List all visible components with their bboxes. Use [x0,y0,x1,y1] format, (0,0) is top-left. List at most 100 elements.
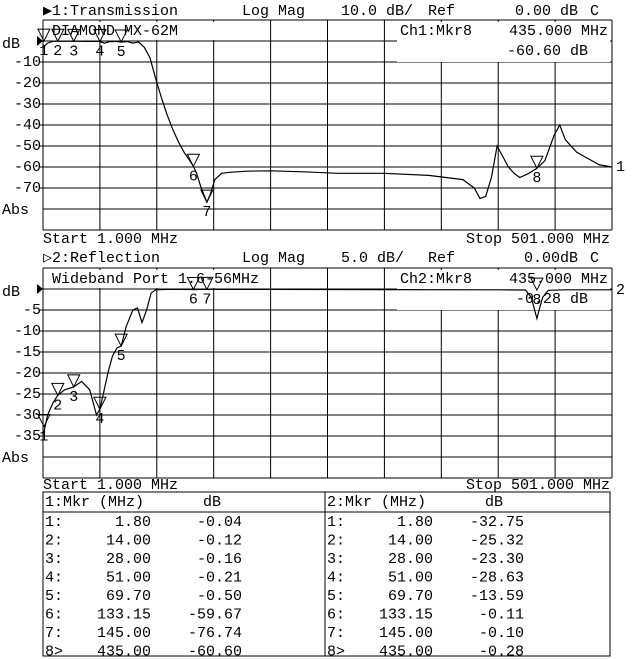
table-cell: 133.15 [379,606,433,623]
table-cell: -25.32 [470,532,524,549]
table-cell: -32.75 [470,514,524,531]
table-cell: 7: [45,625,63,642]
table-cell: 1: [45,514,63,531]
marker [50,382,65,397]
y-tick-label: -70 [14,180,41,197]
table-cell: -0.12 [197,532,242,549]
table-cell: 2: [45,532,63,549]
table-cell: -13.59 [470,588,524,605]
marker [93,396,107,411]
table-header: dB [203,494,221,511]
ref-value: 0.00dB [524,250,578,267]
y-tick-label: -10 [14,323,41,340]
y-tick-label: -25 [14,386,41,403]
marker-label: 6 [189,168,198,185]
table-cell: 133.15 [97,606,151,623]
marker-label: 7 [202,204,211,221]
trace-title: DIAMOND MX-62M [52,23,178,40]
table-cell: -0.04 [197,514,242,531]
table-cell: -23.30 [470,551,524,568]
active-marker: Ch2:Mkr8 [400,271,472,288]
table-cell: -0.28 [479,643,524,659]
marker-label: 4 [95,411,104,428]
table-cell: 5: [45,588,63,605]
table-cell: -28.63 [470,569,524,586]
table-cell: 4: [45,569,63,586]
marker-label: 4 [95,43,104,60]
marker-label: 3 [69,389,78,406]
table-cell: 5: [327,588,345,605]
table-cell: 8> [327,643,345,659]
marker-label: 2 [53,43,62,60]
coupling-label: C [590,3,599,20]
marker [66,374,81,388]
y-mode: Abs [2,450,29,467]
trace [42,40,613,204]
y-unit: dB [2,284,20,301]
marker [530,277,544,292]
table-cell: 3: [327,551,345,568]
table-cell: 1: [327,514,345,531]
table-cell: 51.00 [388,569,433,586]
table-cell: -0.16 [197,551,242,568]
y-tick-label: -30 [14,96,41,113]
marker [186,153,201,168]
marker-frequency: 435.000 MHz [509,271,608,288]
y-tick-label: -20 [14,365,41,382]
y-tick-label: -35 [14,428,41,445]
format-label: Log Mag [242,3,305,20]
channel-label: ▷2:Reflection [43,250,160,267]
reference-arrow [37,284,43,294]
marker [66,28,81,43]
marker [530,155,544,170]
table-cell: 145.00 [97,625,151,642]
marker-label: 5 [117,44,126,61]
marker-value: -60.60 dB [507,43,588,60]
marker-value: -0.28 dB [516,291,588,308]
marker [200,276,214,291]
ref-label: Ref [428,250,455,267]
trace-title: Wideband Port 1.6-56MHz [52,271,259,288]
marker-label: 2 [53,397,62,414]
active-marker: Ch1:Mkr8 [400,23,472,40]
marker [200,189,214,204]
marker [50,28,65,43]
marker [114,29,128,44]
marker-frequency: 435.000 MHz [509,23,608,40]
table-header: 2:Mkr (MHz) [327,494,426,511]
trace [42,288,612,437]
scale-label: 10.0 dB/ [341,3,413,20]
y-unit: dB [2,36,20,53]
table-cell: 435.00 [97,643,151,659]
table-cell: 1.80 [115,514,151,531]
table-cell: 28.00 [388,551,433,568]
table-cell: 6: [45,606,63,623]
title-box [48,270,218,288]
table-cell: 6: [327,606,345,623]
table-cell: 51.00 [106,569,151,586]
marker-label: 6 [189,291,198,308]
marker [37,28,51,43]
ref-label: Ref [428,3,455,20]
table-cell: -0.10 [479,625,524,642]
table-cell: 2: [327,532,345,549]
marker [37,414,51,428]
y-tick-label: -5 [23,302,41,319]
table-cell: -59.67 [188,606,242,623]
marker-label: 5 [117,348,126,365]
marker-label: 8 [532,170,541,187]
y-mode: Abs [2,202,29,219]
y-tick-label: -10 [14,54,41,71]
stop-label: Stop 501.000 MHz [466,477,610,494]
marker [93,28,107,43]
table-cell: 69.70 [388,588,433,605]
marker-label: 1 [39,43,48,60]
coupling-label: C [590,250,599,267]
y-tick-label: -20 [14,75,41,92]
table-cell: 14.00 [388,532,433,549]
trace-number: 2 [616,282,625,299]
table-header: 1:Mkr (MHz) [45,494,144,511]
y-tick-label: -60 [14,159,41,176]
